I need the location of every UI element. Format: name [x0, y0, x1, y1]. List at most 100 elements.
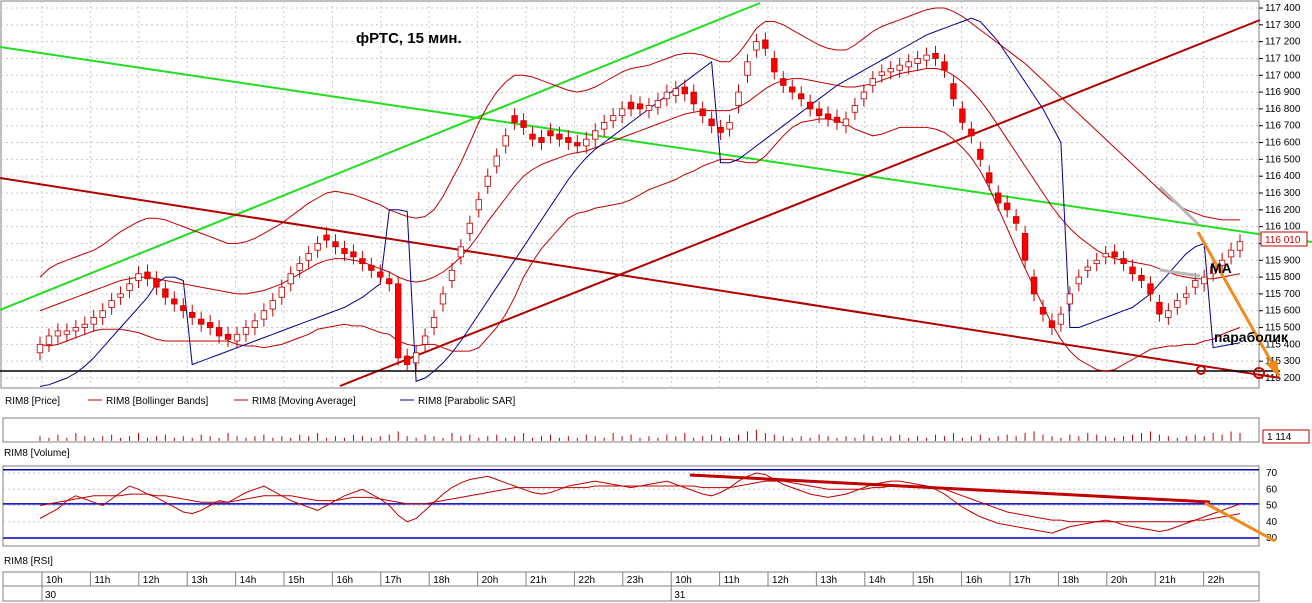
candle: [1012, 216, 1020, 224]
legend-item: RIM8 [Price]: [5, 396, 60, 407]
candle: [672, 88, 679, 96]
gray-arrow-2: [1159, 268, 1201, 278]
candle: [332, 241, 339, 248]
time-label: 10h: [675, 575, 692, 586]
time-label: 21h: [1159, 575, 1176, 586]
candle: [627, 101, 635, 110]
chart-title: фРТС, 15 мин.: [356, 30, 462, 47]
candle: [421, 335, 429, 345]
candle: [726, 121, 733, 130]
candle: [1093, 259, 1100, 265]
candle: [296, 263, 303, 271]
candle: [1057, 313, 1065, 325]
time-label: 23h: [627, 575, 644, 586]
candle: [609, 115, 617, 122]
candle: [905, 61, 912, 68]
candle: [878, 71, 885, 76]
candle: [63, 330, 71, 335]
candle: [314, 243, 321, 251]
candle: [260, 310, 268, 320]
candle: [430, 317, 438, 328]
ma-annotation: MA: [1210, 260, 1232, 276]
candle: [1048, 320, 1056, 328]
candle: [1039, 306, 1047, 315]
candle: [529, 133, 536, 140]
candle: [815, 108, 823, 117]
candle: [395, 283, 402, 359]
candle: [439, 293, 447, 305]
candle: [126, 283, 133, 291]
price-tick-label: 116 600: [1265, 138, 1301, 149]
candle: [995, 192, 1002, 204]
price-tick-label: 116 500: [1265, 154, 1301, 165]
legend-item: RIM8 [Moving Average]: [252, 396, 356, 407]
candle: [108, 300, 115, 308]
rsi-tick-label: 40: [1266, 517, 1278, 528]
price-tick-label: 117 000: [1265, 70, 1301, 81]
candle: [789, 86, 796, 93]
candle: [699, 108, 706, 117]
trend-lines: [0, 2, 1312, 387]
candle: [592, 130, 599, 140]
candle: [305, 253, 312, 261]
current-price-box: [1260, 231, 1308, 247]
candle: [842, 118, 850, 127]
target-circle: [1253, 367, 1265, 379]
candle: [798, 93, 805, 100]
time-labels: 10h 11h 12h 13h 14h 15h 16h 17h 18h 20h 21h 22h 23h 1…: [41, 572, 1224, 601]
red-ascending-line: [339, 19, 1261, 387]
candle: [162, 288, 169, 298]
candle: [377, 271, 384, 278]
candle: [90, 317, 97, 325]
time-label: 14h: [869, 575, 886, 586]
price-tick-label: 115 600: [1265, 306, 1301, 317]
candle: [180, 305, 187, 312]
candle: [484, 175, 491, 187]
candle: [887, 68, 894, 73]
candle: [1174, 300, 1181, 308]
time-label: 11h: [94, 575, 110, 586]
candle: [824, 113, 832, 120]
price-tick-label: 115 700: [1265, 289, 1301, 300]
candle: [753, 41, 760, 51]
candle: [45, 335, 53, 345]
candle: [153, 278, 160, 288]
time-label: 13h: [820, 575, 837, 586]
legend-item: RIM8 [Bollinger Bands]: [106, 396, 208, 407]
candle: [1236, 241, 1244, 251]
candle: [601, 121, 608, 130]
price-tick-label: 117 100: [1265, 53, 1301, 64]
candle: [744, 61, 751, 76]
price-tick-label: 116 800: [1265, 104, 1301, 115]
candle: [493, 155, 500, 167]
candle: [466, 222, 474, 234]
candle: [323, 234, 330, 241]
candle: [269, 300, 277, 310]
price-tick-label: 116 700: [1265, 121, 1301, 132]
candle: [932, 53, 939, 59]
candle: [233, 333, 241, 342]
time-label: 17h: [385, 575, 402, 586]
candle: [412, 352, 420, 364]
time-label: 15h: [917, 575, 934, 586]
gray-arrow-1: [1158, 185, 1200, 226]
orange-arrow: [1196, 231, 1278, 371]
candle: [851, 105, 859, 113]
price-tick-label: 115 300: [1265, 356, 1301, 367]
candle: [735, 91, 742, 106]
candle: [251, 320, 259, 328]
candle: [1201, 276, 1208, 285]
candle: [54, 330, 62, 337]
candle: [171, 298, 178, 305]
forecast-arrows: [1158, 185, 1280, 379]
candle: [475, 199, 482, 211]
time-label: 22h: [578, 575, 595, 586]
candle: [654, 100, 662, 108]
candle: [1183, 293, 1190, 298]
green-channel-line: [0, 2, 761, 311]
candle: [636, 103, 644, 110]
date-label: 30: [45, 590, 57, 601]
candle: [869, 78, 877, 86]
price-tick-label: 115 400: [1265, 339, 1301, 350]
legend-item: RIM8 [Parabolic SAR]: [418, 396, 515, 407]
